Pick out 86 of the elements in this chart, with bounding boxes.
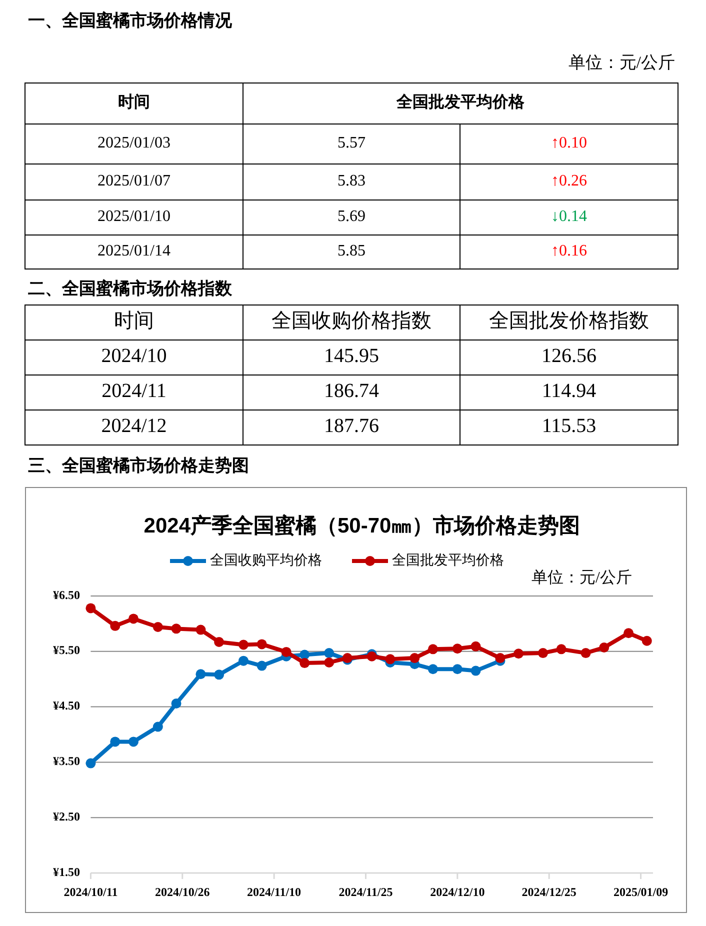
data-label: 5.57 — [338, 134, 366, 152]
y-tick-label: ¥5.50 — [53, 643, 80, 658]
point — [238, 656, 248, 666]
point — [324, 657, 334, 668]
point — [428, 664, 438, 674]
category-label: 2025/01/07 — [98, 172, 170, 190]
point — [256, 639, 267, 650]
y-tick-label: ¥3.50 — [53, 754, 80, 768]
data-label: 114.94 — [542, 380, 596, 402]
point — [214, 636, 224, 647]
y-tick-label: ¥2.50 — [53, 809, 80, 824]
point — [128, 736, 138, 747]
point — [86, 758, 96, 768]
data-label: 115.53 — [542, 415, 596, 438]
text: 单位：元/公斤 — [568, 52, 675, 72]
point — [428, 644, 438, 654]
text: 全国批发平均价格 — [396, 93, 526, 112]
point — [538, 648, 548, 658]
data-label: 5.85 — [338, 242, 366, 260]
category-label: 2024/11 — [102, 380, 166, 402]
text: ↓0.14 — [551, 208, 587, 226]
category-label: 2025/01/03 — [98, 134, 170, 152]
data-label: 5.83 — [338, 172, 366, 190]
point — [642, 636, 652, 646]
point — [470, 641, 481, 652]
x-tick-label: 2024/12/10 — [430, 884, 485, 899]
point — [300, 658, 310, 668]
category-label: 2025/01/14 — [98, 242, 170, 260]
point — [214, 670, 224, 680]
point — [238, 640, 248, 650]
point — [324, 648, 334, 658]
category-label: 2024/10 — [101, 345, 167, 368]
point — [556, 644, 566, 654]
x-tick-label: 2024/11/25 — [338, 884, 393, 899]
point — [580, 648, 591, 658]
text: 三、全国蜜橘市场价格走势图 — [28, 454, 249, 475]
data-label: 145.95 — [324, 345, 379, 368]
text: 全国批发价格指数 — [489, 310, 649, 332]
data-label: 126.56 — [542, 345, 596, 368]
point — [128, 614, 138, 624]
x-tick-label: 2025/01/09 — [613, 884, 668, 899]
point — [256, 660, 267, 671]
text: 时间 — [114, 310, 154, 332]
legend-label: 全国收购平均价格 — [210, 552, 322, 568]
legend-label: 全国批发平均价格 — [392, 552, 504, 568]
category-label: 2024/12 — [101, 415, 167, 438]
point — [152, 622, 163, 632]
point — [196, 624, 206, 635]
x-tick-label: 2024/12/25 — [522, 884, 576, 899]
point — [110, 620, 120, 631]
point — [300, 650, 310, 660]
x-tick-label: 2024/10/26 — [155, 884, 210, 899]
text: 时间 — [118, 93, 150, 112]
y-tick-label: ¥1.50 — [53, 864, 80, 879]
point — [171, 624, 182, 634]
category-label: 2025/01/10 — [98, 208, 170, 226]
data-label: 5.69 — [338, 208, 366, 226]
point — [385, 654, 396, 664]
text: ↑0.10 — [551, 134, 587, 152]
data-label: 187.76 — [324, 415, 379, 438]
point — [514, 648, 524, 659]
point — [152, 722, 163, 732]
text: 单位：元/公斤 — [532, 568, 632, 587]
point — [110, 736, 120, 747]
point — [470, 666, 481, 676]
point — [86, 603, 96, 614]
point — [410, 653, 420, 664]
point — [495, 653, 506, 664]
chart-title: 2024产季全国蜜橘（50-70㎜）市场价格走势图 — [144, 514, 580, 538]
text: 一、全国蜜橘市场价格情况 — [28, 10, 233, 30]
point — [624, 628, 634, 638]
text: ↑0.16 — [551, 242, 587, 260]
point — [281, 646, 292, 657]
text: 二、全国蜜橘市场价格指数 — [28, 278, 233, 298]
y-tick-label: ¥6.50 — [53, 588, 80, 602]
point — [452, 644, 462, 654]
data-label: 186.74 — [324, 380, 379, 402]
x-tick-label: 2024/10/11 — [64, 884, 118, 899]
point — [452, 664, 462, 674]
x-tick-label: 2024/11/10 — [247, 884, 302, 899]
point — [171, 698, 182, 708]
text: ↑0.26 — [551, 172, 587, 190]
y-tick-label: ¥4.50 — [53, 698, 80, 713]
point — [599, 642, 610, 653]
point — [196, 669, 206, 680]
text: 全国收购价格指数 — [272, 310, 432, 332]
